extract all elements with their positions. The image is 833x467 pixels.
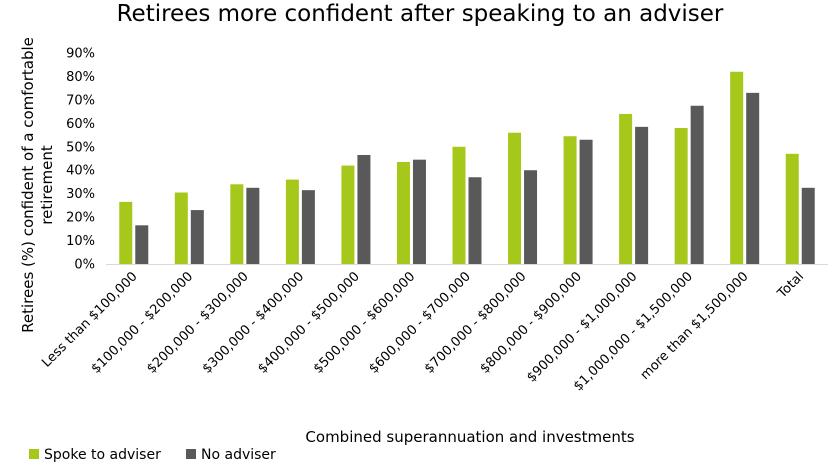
bar-no-adviser xyxy=(579,139,593,264)
y-tick-label: 70% xyxy=(66,93,95,108)
x-tick-label: $800,000 - $900,000 xyxy=(477,269,584,376)
bar-spoke-to-adviser xyxy=(452,146,466,264)
y-tick-label: 20% xyxy=(66,211,95,226)
bar-no-adviser xyxy=(635,126,649,264)
bar-spoke-to-adviser xyxy=(119,201,133,264)
x-tick-label: $100,000 - $200,000 xyxy=(89,269,196,376)
bar-no-adviser xyxy=(246,187,260,264)
x-axis-ticks: Less than $100,000$100,000 - $200,000$20… xyxy=(39,269,807,394)
y-axis-label: Retirees (%) confident of a comfortabler… xyxy=(19,37,56,333)
bar-no-adviser xyxy=(412,159,426,264)
x-tick-label: $700,000 - $800,000 xyxy=(422,269,529,376)
legend-label: No adviser xyxy=(201,447,276,463)
x-tick-label: Total xyxy=(774,269,807,302)
legend-label: Spoke to adviser xyxy=(44,447,161,463)
x-tick-label: $500,000 - $600,000 xyxy=(311,269,418,376)
bar-spoke-to-adviser xyxy=(174,192,188,264)
bar-no-adviser xyxy=(190,210,204,264)
y-tick-label: 60% xyxy=(66,117,95,132)
bar-series xyxy=(119,71,815,264)
y-tick-label: 50% xyxy=(66,140,95,155)
y-tick-label: 40% xyxy=(66,164,95,179)
legend-swatch xyxy=(186,449,196,459)
y-axis-ticks: 0% 10% 20% 30% 40% 50% 60% 70% 80% 90% xyxy=(66,47,95,273)
bar-no-adviser xyxy=(301,190,315,264)
bar-no-adviser xyxy=(690,105,704,264)
chart-title: Retirees more confident after speaking t… xyxy=(117,1,724,27)
legend: Spoke to adviser No adviser xyxy=(29,447,276,463)
y-tick-label: 0% xyxy=(74,258,95,273)
bar-no-adviser xyxy=(357,154,371,264)
x-tick-label: $200,000 - $300,000 xyxy=(144,269,251,376)
x-tick-label: $600,000 - $700,000 xyxy=(366,269,473,376)
bar-spoke-to-adviser xyxy=(508,132,522,264)
x-tick-label: $900,000 - $1,000,000 xyxy=(524,269,640,385)
y-axis-title: Retirees (%) confident of a comfortabler… xyxy=(19,37,56,333)
legend-swatch xyxy=(29,449,39,459)
bar-no-adviser xyxy=(801,187,815,264)
bar-spoke-to-adviser xyxy=(341,165,355,264)
bar-spoke-to-adviser xyxy=(619,113,633,264)
bar-spoke-to-adviser xyxy=(285,179,299,264)
y-tick-label: 10% xyxy=(66,234,95,249)
bar-spoke-to-adviser xyxy=(230,184,244,264)
x-tick-label: $300,000 - $400,000 xyxy=(200,269,307,376)
x-tick-label: $400,000 - $500,000 xyxy=(255,269,362,376)
bar-spoke-to-adviser xyxy=(785,153,799,264)
y-tick-label: 30% xyxy=(66,187,95,202)
bar-no-adviser xyxy=(746,92,760,264)
bar-no-adviser xyxy=(468,177,482,264)
bar-spoke-to-adviser xyxy=(730,71,744,264)
bar-no-adviser xyxy=(135,225,149,264)
y-tick-label: 80% xyxy=(66,70,95,85)
x-tick-label: more than $1,500,000 xyxy=(638,269,752,383)
bar-spoke-to-adviser xyxy=(674,128,688,264)
bar-spoke-to-adviser xyxy=(563,136,577,264)
x-axis-label: Combined superannuation and investments xyxy=(305,428,634,446)
bar-no-adviser xyxy=(524,170,538,264)
bar-spoke-to-adviser xyxy=(396,162,410,264)
y-tick-label: 90% xyxy=(66,47,95,62)
x-tick-label: Less than $100,000 xyxy=(39,269,140,370)
